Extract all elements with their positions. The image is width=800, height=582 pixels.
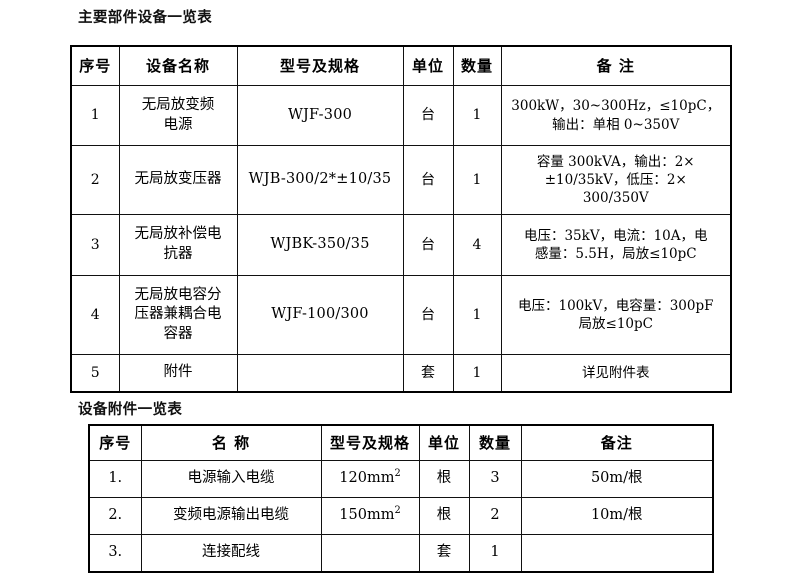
cell-model-base: 120mm <box>339 470 395 487</box>
table-row: 1 无局放变频 电源 WJF-300 台 1 300kW，30~300Hz，≤1… <box>70 85 732 146</box>
cell-unit: 套 <box>418 534 470 573</box>
cell-no: 3. <box>88 534 142 573</box>
cell-qty: 1 <box>468 534 522 573</box>
accessory-table: 序号 名 称 型号及规格 单位 数量 备注 1. 电源输入电缆 120mm2 根… <box>88 424 714 573</box>
cell-note-line: 电压：100kV，电容量：300pF <box>518 297 714 314</box>
cell-qty: 3 <box>468 460 522 498</box>
column-header-no: 序号 <box>70 45 120 86</box>
accessory-table-title: 设备附件一览表 <box>78 401 183 418</box>
cell-name: 连接配线 <box>140 534 322 573</box>
cell-unit: 台 <box>402 145 454 215</box>
cell-model-superscript: 2 <box>394 468 401 480</box>
cell-name-line: 容器 <box>163 325 193 342</box>
cell-name: 无局放变压器 <box>118 145 238 215</box>
cell-model-superscript: 2 <box>394 505 401 517</box>
cell-note-line: 局放≤10pC <box>578 316 653 332</box>
cell-model: WJB-300/2*±10/35 <box>236 145 404 215</box>
cell-note-line: 300kW，30~300Hz，≤10pC， <box>511 98 721 115</box>
table-header-row: 序号 名 称 型号及规格 单位 数量 备注 <box>88 424 714 461</box>
cell-no: 1. <box>88 460 142 498</box>
main-equipment-table: 序号 设备名称 型号及规格 单位 数量 备 注 1 无局放变频 电源 WJF-3… <box>70 45 732 393</box>
cell-qty: 4 <box>452 214 502 276</box>
cell-name-line: 无局放变频 <box>141 96 215 113</box>
table-row: 1. 电源输入电缆 120mm2 根 3 50m/根 <box>88 460 714 498</box>
cell-name-line: 附件 <box>163 364 193 381</box>
cell-name-line: 无局放变压器 <box>134 171 222 188</box>
cell-unit: 台 <box>402 214 454 276</box>
cell-qty: 1 <box>452 85 502 146</box>
column-header-unit: 单位 <box>402 45 454 86</box>
cell-unit: 根 <box>418 497 470 535</box>
cell-note-line: 详见附件表 <box>582 364 650 381</box>
cell-name-line: 抗器 <box>163 246 193 262</box>
table-row: 3 无局放补偿电 抗器 WJBK-350/35 台 4 电压：35kV，电流：1… <box>70 214 732 276</box>
cell-note-line: 300/350V <box>582 190 649 207</box>
cell-unit: 根 <box>418 460 470 498</box>
cell-model-base: 150mm <box>339 507 395 524</box>
main-table-title: 主要部件设备一览表 <box>78 9 213 26</box>
cell-model <box>236 354 404 393</box>
cell-no: 4 <box>70 275 120 355</box>
cell-note: 300kW，30~300Hz，≤10pC， 输出：单相 0~350V <box>500 85 732 146</box>
table-row: 2. 变频电源输出电缆 150mm2 根 2 10m/根 <box>88 497 714 535</box>
cell-name: 无局放补偿电 抗器 <box>118 214 238 276</box>
cell-name: 无局放变频 电源 <box>118 85 238 146</box>
column-header-note: 备 注 <box>500 45 732 86</box>
cell-note: 50m/根 <box>520 460 714 498</box>
column-header-qty: 数量 <box>468 424 522 461</box>
cell-model: WJF-300 <box>236 85 404 146</box>
cell-model: 120mm2 <box>320 460 420 498</box>
cell-note-line: 电压：35kV，电流：10A，电 <box>523 227 708 244</box>
cell-no: 1 <box>70 85 120 146</box>
cell-name: 电源输入电缆 <box>140 460 322 498</box>
cell-model <box>320 534 420 573</box>
cell-note-line: ±10/35kV，低压：2× <box>544 171 687 188</box>
cell-unit: 台 <box>402 85 454 146</box>
cell-name-line: 无局放电容分 <box>134 286 222 303</box>
cell-note: 10m/根 <box>520 497 714 535</box>
column-header-qty: 数量 <box>452 45 502 86</box>
column-header-model: 型号及规格 <box>320 424 420 461</box>
cell-no: 2 <box>70 145 120 215</box>
cell-note-line: 输出：单相 0~350V <box>552 116 680 133</box>
cell-name: 无局放电容分 压器兼耦合电 容器 <box>118 275 238 355</box>
cell-note-line: 感量：5.5H，局放≤10pC <box>534 246 697 262</box>
cell-qty: 1 <box>452 145 502 215</box>
cell-no: 5 <box>70 354 120 393</box>
cell-note: 容量 300kVA，输出：2× ±10/35kV，低压：2× 300/350V <box>500 145 732 215</box>
cell-qty: 1 <box>452 354 502 393</box>
cell-unit: 台 <box>402 275 454 355</box>
cell-name-line: 电源 <box>163 116 193 133</box>
cell-name-line: 无局放补偿电 <box>134 226 222 243</box>
column-header-unit: 单位 <box>418 424 470 461</box>
cell-qty: 1 <box>452 275 502 355</box>
cell-name: 变频电源输出电缆 <box>140 497 322 535</box>
table-row: 2 无局放变压器 WJB-300/2*±10/35 台 1 容量 300kVA，… <box>70 145 732 215</box>
cell-model: WJBK-350/35 <box>236 214 404 276</box>
cell-note: 详见附件表 <box>500 354 732 393</box>
cell-qty: 2 <box>468 497 522 535</box>
cell-no: 3 <box>70 214 120 276</box>
cell-unit: 套 <box>402 354 454 393</box>
cell-model: WJF-100/300 <box>236 275 404 355</box>
column-header-note: 备注 <box>520 424 714 461</box>
cell-note-line: 容量 300kVA，输出：2× <box>536 153 695 170</box>
column-header-name: 设备名称 <box>118 45 238 86</box>
table-row: 5 附件 套 1 详见附件表 <box>70 354 732 393</box>
cell-name-line: 压器兼耦合电 <box>134 306 222 323</box>
column-header-name: 名 称 <box>140 424 322 461</box>
table-header-row: 序号 设备名称 型号及规格 单位 数量 备 注 <box>70 45 732 86</box>
cell-no: 2. <box>88 497 142 535</box>
column-header-model: 型号及规格 <box>236 45 404 86</box>
cell-name: 附件 <box>118 354 238 393</box>
cell-model: 150mm2 <box>320 497 420 535</box>
column-header-no: 序号 <box>88 424 142 461</box>
table-row: 3. 连接配线 套 1 <box>88 534 714 573</box>
cell-note: 电压：100kV，电容量：300pF 局放≤10pC <box>500 275 732 355</box>
cell-note: 电压：35kV，电流：10A，电 感量：5.5H，局放≤10pC <box>500 214 732 276</box>
table-row: 4 无局放电容分 压器兼耦合电 容器 WJF-100/300 台 1 电压：10… <box>70 275 732 355</box>
cell-note <box>520 534 714 573</box>
